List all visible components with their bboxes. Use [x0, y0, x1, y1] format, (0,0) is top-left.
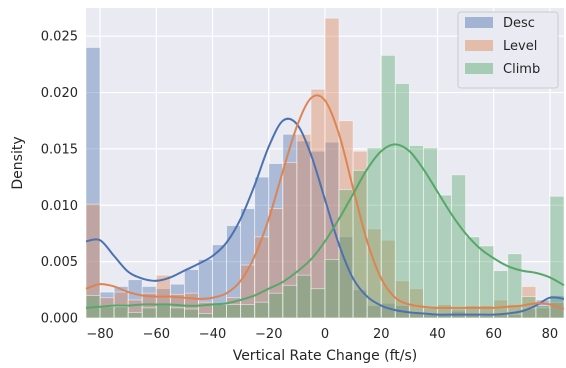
bar-climb-29: [493, 270, 509, 319]
bar-climb-6: [169, 307, 185, 319]
x-tick-label-6: 40: [429, 327, 446, 342]
bar-climb-14: [282, 284, 298, 319]
y-tick-label-3: 0.015: [41, 142, 78, 157]
bar-climb-25: [437, 194, 452, 319]
y-tick-label-5: 0.025: [41, 30, 78, 45]
x-tick-label-8: 80: [542, 327, 559, 342]
bar-climb-30: [507, 253, 523, 319]
legend-swatch-desc: [465, 17, 493, 28]
legend-swatch-level: [465, 40, 493, 51]
legend-box: [457, 11, 559, 89]
bar-climb-32: [535, 305, 551, 319]
y-tick-label-4: 0.020: [41, 86, 78, 101]
bar-climb-4: [141, 307, 157, 319]
kde-line-level: [85, 94, 565, 310]
bar-climb-27: [465, 236, 481, 319]
x-tick-label-2: −40: [199, 327, 226, 342]
bar-climb-9: [212, 304, 227, 319]
bar-climb-21: [380, 54, 396, 319]
bar-climb-22: [394, 83, 410, 319]
y-tick-label-1: 0.005: [41, 255, 78, 270]
bar-climb-26: [451, 174, 466, 319]
y-tick-label-2: 0.010: [41, 199, 78, 214]
x-tick-label-0: −80: [86, 327, 113, 342]
bar-climb-17: [324, 258, 340, 319]
y-axis-ticks: 0.000 0.005 0.010 0.015 0.020 0.025: [41, 30, 78, 327]
kde-line-desc: [85, 117, 565, 316]
bar-climb-5: [155, 304, 171, 319]
bar-climb-3: [127, 311, 143, 319]
x-tick-label-1: −60: [143, 327, 170, 342]
bar-climb-23: [408, 145, 424, 319]
legend-label-climb: Climb: [503, 62, 540, 77]
bar-climb-13: [268, 292, 284, 319]
x-tick-label-3: −20: [255, 327, 282, 342]
legend: Desc Level Climb: [457, 11, 559, 89]
x-tick-label-4: 0: [321, 327, 329, 342]
legend-swatch-climb: [465, 63, 493, 74]
x-axis-ticks: −80 −60 −40 −20 0 20 40 60 80: [86, 327, 558, 342]
legend-label-desc: Desc: [503, 16, 535, 31]
bar-climb-33: [549, 195, 565, 319]
bar-climb-15: [296, 274, 312, 319]
x-tick-label-5: 20: [373, 327, 390, 342]
bar-climb-10: [226, 304, 242, 319]
legend-label-level: Level: [503, 39, 537, 54]
x-axis-label: Vertical Rate Change (ft/s): [233, 348, 418, 364]
bar-climb-20: [366, 147, 382, 319]
bar-climb-2: [113, 306, 129, 319]
bar-climb-7: [184, 308, 199, 319]
bar-climb-18: [338, 189, 354, 319]
bar-climb-8: [198, 313, 213, 319]
y-axis-label: Density: [10, 136, 26, 189]
kde-lines: [85, 94, 565, 316]
bar-level-16: [310, 88, 326, 319]
kde-line-climb: [85, 143, 565, 309]
bar-climb-16: [310, 288, 326, 319]
bar-climb-11: [240, 304, 256, 319]
x-tick-label-7: 60: [485, 327, 502, 342]
bar-climb-1: [99, 306, 115, 319]
y-tick-label-0: 0.000: [41, 312, 78, 327]
bar-climb-12: [254, 301, 270, 319]
